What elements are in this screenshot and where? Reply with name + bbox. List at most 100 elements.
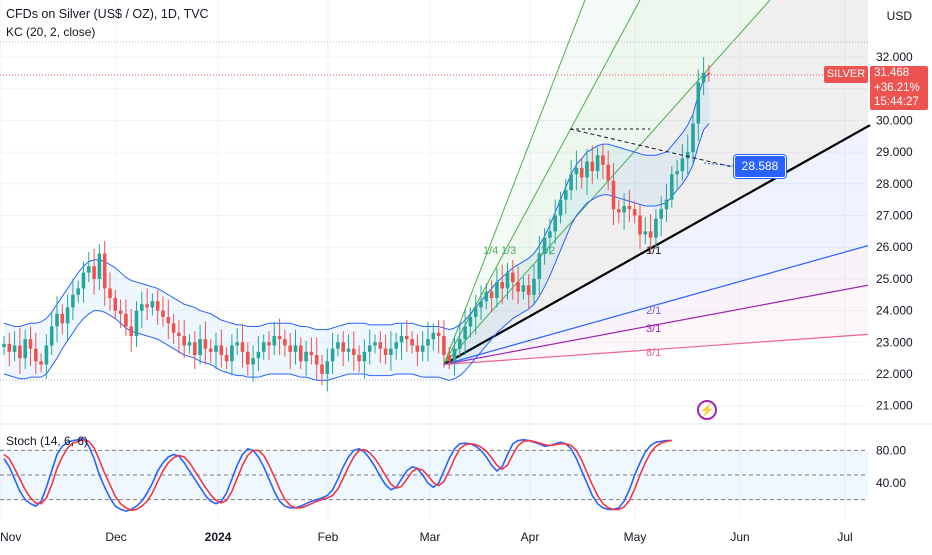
candle-body	[129, 326, 133, 336]
candle-body	[261, 342, 266, 352]
stoch-tick-label: 80.00	[876, 443, 906, 457]
fan-line-3x1	[443, 284, 869, 366]
x-tick-label: Jul	[837, 530, 852, 544]
candle-body	[314, 354, 319, 365]
x-tick-label: Feb	[318, 530, 339, 544]
x-tick-label: 2024	[205, 530, 232, 544]
fan-area-gray	[443, 0, 868, 365]
candle-body	[463, 326, 467, 340]
candle-body	[71, 294, 75, 308]
fan-value-label[interactable]: 28.588	[734, 155, 786, 178]
last-price-box: 31.468 +36.21% 15:44:27	[870, 66, 928, 110]
x-tick-label: Jun	[730, 530, 749, 544]
candle-body	[23, 339, 27, 359]
candle-body	[373, 342, 377, 346]
fan-label: 3/1	[646, 323, 661, 335]
projection-line	[569, 128, 781, 179]
candle-body	[548, 231, 552, 238]
fan-line-8x1	[443, 333, 869, 366]
fan-line-2x1	[443, 245, 869, 366]
candle-body	[601, 155, 605, 165]
candle-body	[664, 199, 669, 210]
candle-body	[102, 253, 107, 289]
candle-body	[187, 342, 192, 346]
price-change: +36.21%	[874, 81, 920, 94]
candle-body	[659, 209, 663, 219]
candle-body	[193, 342, 197, 355]
candle-body	[76, 288, 80, 295]
candle-body	[484, 291, 489, 302]
candle-body	[542, 237, 547, 254]
candle-body	[410, 339, 414, 346]
y-tick-label: 21.000	[876, 399, 913, 413]
candle-body	[521, 285, 526, 292]
candle-body	[643, 231, 648, 235]
candle-body	[458, 339, 462, 349]
fan-label: 1/1	[646, 245, 661, 257]
candle-body	[606, 164, 610, 181]
candle-body	[685, 152, 690, 159]
candle-body	[325, 361, 330, 374]
symbol-tag: SILVER	[824, 66, 868, 83]
candle-body	[505, 272, 510, 289]
candle-body	[447, 354, 451, 362]
candle-body	[579, 167, 584, 178]
candle-body	[590, 161, 595, 172]
candle-body	[399, 335, 404, 343]
candle-body	[654, 218, 658, 238]
candle-body	[617, 209, 621, 213]
last-price: 31.468	[874, 67, 910, 79]
candle-body	[611, 180, 616, 210]
candle-body	[707, 72, 711, 74]
candle-body	[65, 307, 70, 324]
candle-body	[166, 316, 171, 324]
flash-icon[interactable]: ⚡	[697, 400, 717, 420]
candle-body	[468, 316, 473, 327]
candle-body	[256, 351, 261, 359]
candle-body	[113, 297, 118, 311]
y-tick-label: 28.000	[876, 177, 913, 191]
candle-body	[320, 364, 324, 374]
candle-body	[362, 351, 367, 362]
candle-body	[670, 174, 674, 200]
y-tick-label: 32.000	[876, 50, 913, 64]
candle-body	[87, 266, 91, 273]
candle-body	[155, 301, 160, 311]
y-tick-label: 27.000	[876, 209, 913, 223]
indicator-label[interactable]: KC (20, 2, close)	[6, 25, 96, 39]
candle-body	[367, 345, 372, 352]
candle-body	[304, 351, 308, 362]
candle-body	[595, 155, 600, 172]
candle-body	[696, 82, 701, 124]
y-tick-label: 30.000	[876, 113, 913, 127]
candle-body	[171, 323, 176, 333]
candle-body	[55, 313, 59, 327]
candle-body	[219, 345, 224, 355]
candle-body	[283, 339, 287, 346]
candle-body	[346, 348, 351, 352]
candle-body	[12, 345, 17, 352]
kc-lower-line	[3, 123, 710, 381]
kc-band-fill	[4, 72, 709, 381]
fan-label: 1/3	[501, 245, 516, 257]
candle-body	[701, 72, 706, 83]
x-tick-label: Apr	[521, 530, 540, 544]
candle-body	[489, 291, 494, 298]
candle-body	[415, 345, 420, 352]
candle-body	[330, 348, 335, 362]
candle-body	[224, 354, 229, 362]
candle-body	[81, 272, 86, 289]
candle-body	[680, 158, 685, 172]
candle-body	[585, 161, 589, 178]
y-tick-label: 25.000	[876, 272, 913, 286]
currency-label[interactable]: USD	[886, 9, 912, 23]
stoch-indicator-label[interactable]: Stoch (14, 6, 6)	[6, 434, 89, 448]
candle-body	[632, 209, 637, 216]
candle-body	[558, 199, 563, 216]
candle-body	[675, 171, 679, 175]
candle-body	[648, 231, 653, 238]
bar-countdown: 15:44:27	[874, 96, 919, 108]
